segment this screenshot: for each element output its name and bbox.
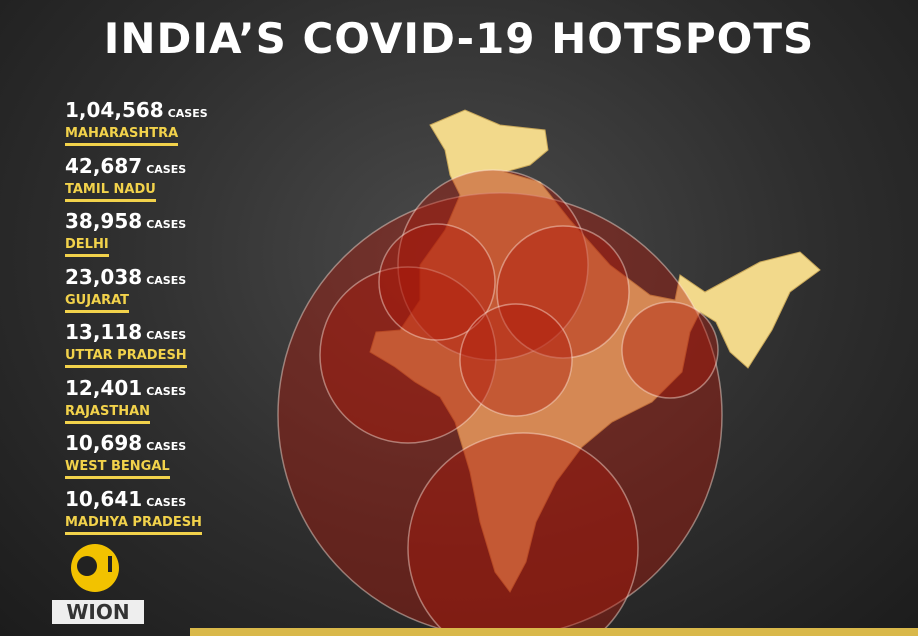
case-count: 12,401 (65, 375, 143, 400)
hotspot-circles (277, 169, 723, 636)
state-name: WEST BENGAL (65, 459, 170, 479)
case-unit: CASES (146, 329, 187, 342)
case-count: 1,04,568 (65, 98, 164, 122)
case-count: 10,698 (65, 431, 143, 455)
hotspot-item: 23,038 CASES GUJARAT (65, 265, 208, 321)
state-name: MADHYA PRADESH (65, 515, 202, 535)
logo-icon (71, 544, 119, 592)
case-unit: CASES (146, 273, 187, 287)
case-unit: CASES (146, 495, 187, 509)
state-name: UTTAR PRADESH (65, 348, 187, 368)
case-count: 42,687 (65, 153, 143, 178)
case-count: 10,641 (65, 486, 143, 511)
hotspot-list: 1,04,568 CASES MAHARASHTRA 42,687 CASES TAMIL… (65, 98, 208, 542)
hotspot-item: 10,641 CASES MADHYA PRADESH (65, 487, 208, 543)
case-line: 38,958 CASES (65, 209, 208, 233)
state-name: TAMIL NADU (65, 182, 156, 202)
hotspot-item: 42,687 CASES TAMIL NADU (65, 154, 208, 210)
case-count: 38,958 (65, 209, 143, 233)
title: INDIA’S COVID-19 HOTSPOTS (103, 14, 815, 63)
case-unit: CASES (146, 384, 187, 398)
case-count: 13,118 (65, 320, 143, 344)
state-name: MAHARASHTRA (65, 126, 179, 146)
hotspot-item: 12,401 CASES RAJASTHAN (65, 376, 208, 432)
hotspot-item: 38,958 CASES DELHI (65, 209, 208, 265)
case-unit: CASES (146, 162, 187, 176)
case-line: 10,641 CASES (65, 487, 208, 511)
bottom-bar (190, 628, 918, 636)
case-line: 12,401 CASES (65, 376, 208, 400)
state-name: GUJARAT (65, 293, 130, 313)
case-unit: CASES (146, 218, 187, 231)
circle-tamil-nadu (407, 432, 639, 636)
logo-text: WION (52, 600, 144, 624)
case-unit: CASES (146, 440, 187, 453)
case-line: 23,038 CASES (65, 265, 208, 289)
india-outline (369, 109, 821, 593)
circle-delhi (397, 169, 589, 361)
circle-madhya-pradesh (459, 303, 573, 417)
circle-maharashtra (277, 192, 723, 636)
state-name: RAJASTHAN (65, 404, 151, 424)
case-line: 1,04,568 CASES (65, 98, 208, 122)
hotspot-item: 1,04,568 CASES MAHARASHTRA (65, 98, 208, 154)
circle-uttar-pradesh (496, 225, 630, 359)
case-count: 23,038 (65, 264, 143, 289)
case-line: 10,698 CASES (65, 431, 208, 455)
case-line: 42,687 CASES (65, 154, 208, 178)
hotspot-item: 13,118 CASES UTTAR PRADESH (65, 320, 208, 376)
hotspot-item: 10,698 CASES WEST BENGAL (65, 431, 208, 487)
case-line: 13,118 CASES (65, 320, 208, 344)
circle-gujarat (319, 266, 497, 444)
circle-west-bengal (621, 301, 719, 399)
case-unit: CASES (167, 107, 208, 120)
state-name: DELHI (65, 237, 109, 257)
circle-rajasthan (378, 223, 496, 341)
